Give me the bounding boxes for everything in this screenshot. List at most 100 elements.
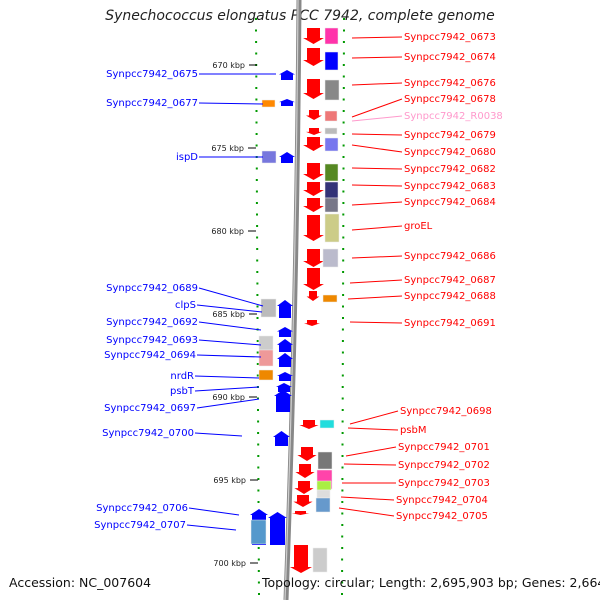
- track-dot: [255, 133, 258, 135]
- track-dot: [341, 386, 344, 388]
- gene-function-box: [324, 197, 339, 213]
- track-dot: [342, 294, 345, 296]
- track-dot: [341, 581, 344, 584]
- track-dot: [256, 225, 259, 227]
- track-dot: [342, 190, 345, 193]
- track-dot: [256, 248, 259, 250]
- track-dot: [257, 547, 260, 549]
- forward-gene-arrow: [291, 511, 310, 515]
- gene-function-box: [250, 519, 267, 545]
- gene-function-box: [258, 349, 274, 367]
- track-dot: [257, 432, 260, 434]
- dotted-tracks: [255, 18, 345, 595]
- track-dot: [256, 259, 259, 262]
- track-dot: [341, 443, 344, 446]
- track-dot: [342, 305, 344, 308]
- right-gene-label: Synpcc7942_0704: [396, 495, 488, 506]
- right-gene-label: Synpcc7942_0673: [404, 32, 496, 43]
- track-dot: [342, 52, 345, 55]
- forward-gene-arrow: [303, 249, 324, 267]
- track-dot: [256, 340, 259, 342]
- right-gene-label: Synpcc7942_0684: [404, 197, 496, 208]
- left-gene-label: Synpcc7942_0692: [106, 317, 198, 328]
- left-gene-label: Synpcc7942_0675: [106, 69, 198, 80]
- track-dot: [342, 133, 345, 135]
- right-gene-label: groEL: [404, 221, 433, 232]
- track-dot: [341, 478, 344, 480]
- right-gene-label: Synpcc7942_0678: [404, 94, 496, 105]
- track-dot: [342, 225, 345, 227]
- gene-function-box: [317, 451, 333, 470]
- forward-gene-arrow: [306, 128, 322, 135]
- right-label-leader: [347, 427, 399, 431]
- right-gene-label: Synpcc7942_0680: [404, 147, 496, 158]
- left-label-leader: [196, 304, 263, 313]
- forward-gene-arrow: [303, 48, 324, 66]
- track-dot: [341, 512, 344, 515]
- forward-gene-arrow: [303, 79, 324, 99]
- right-label-leader: [349, 410, 399, 425]
- right-gene-label: Synpcc7942_0679: [404, 130, 496, 141]
- track-dot: [257, 455, 260, 457]
- track-dot: [255, 29, 257, 32]
- scale-tick-label: 685 kbp: [212, 310, 245, 319]
- forward-gene-arrow: [293, 495, 313, 507]
- track-dot: [255, 144, 258, 147]
- track-dot: [341, 340, 344, 342]
- track-dot: [255, 75, 258, 78]
- track-dot: [255, 98, 258, 101]
- track-dot: [342, 41, 345, 43]
- track-dot: [258, 593, 260, 595]
- reverse-gene-arrow: [279, 99, 295, 106]
- track-dot: [341, 524, 344, 526]
- right-label-leader: [347, 295, 403, 300]
- track-dot: [342, 179, 345, 181]
- right-gene-label: Synpcc7942_0691: [404, 318, 496, 329]
- left-gene-label: Synpcc7942_0694: [104, 350, 196, 361]
- genome-backbone: [283, 0, 302, 600]
- left-label-leader: [198, 339, 262, 346]
- track-dot: [256, 213, 258, 216]
- right-gene-label: Synpcc7942_0683: [404, 181, 496, 192]
- reverse-gene-arrow: [279, 152, 295, 163]
- track-dot: [256, 363, 259, 365]
- forward-gene-arrow: [303, 163, 324, 180]
- right-gene-label: Synpcc7942_0674: [404, 52, 496, 63]
- right-gene-label: Synpcc7942_0682: [404, 164, 496, 175]
- gene-function-box: [261, 99, 276, 108]
- right-label-leader: [351, 133, 403, 136]
- track-dot: [256, 317, 259, 319]
- forward-gene-arrow: [303, 268, 324, 290]
- gene-function-box: [322, 294, 338, 303]
- right-label-leader: [351, 184, 403, 187]
- track-dot: [341, 558, 344, 561]
- left-gene-label: psbT: [170, 386, 195, 397]
- reverse-gene-arrow: [277, 353, 293, 367]
- right-gene-label: Synpcc7942_R0038: [404, 111, 503, 122]
- forward-gene-arrow: [306, 291, 320, 301]
- forward-gene-arrow: [303, 182, 324, 196]
- left-gene-label: Synpcc7942_0677: [106, 98, 198, 109]
- track-dot: [255, 179, 258, 181]
- gene-function-box: [324, 181, 339, 199]
- forward-gene-arrow: [299, 420, 319, 429]
- track-dot: [255, 190, 258, 193]
- right-gene-label: Synpcc7942_0687: [404, 275, 496, 286]
- reverse-gene-arrow: [276, 383, 292, 392]
- track-dot: [342, 110, 345, 112]
- track-dot: [255, 167, 258, 170]
- track-dot: [341, 363, 344, 365]
- right-label-leader: [351, 82, 403, 86]
- gene-function-box: [316, 480, 332, 491]
- track-dot: [256, 294, 259, 296]
- track-dot: [342, 121, 345, 124]
- track-dot: [342, 236, 345, 239]
- track-dot: [341, 593, 343, 595]
- forward-gene-arrow: [290, 545, 312, 573]
- track-dot: [342, 248, 345, 250]
- gene-function-box: [322, 248, 339, 268]
- scale-tick-label: 695 kbp: [213, 476, 246, 485]
- left-label-leader: [198, 102, 264, 105]
- track-dot: [255, 52, 258, 55]
- left-label-leader: [188, 507, 240, 516]
